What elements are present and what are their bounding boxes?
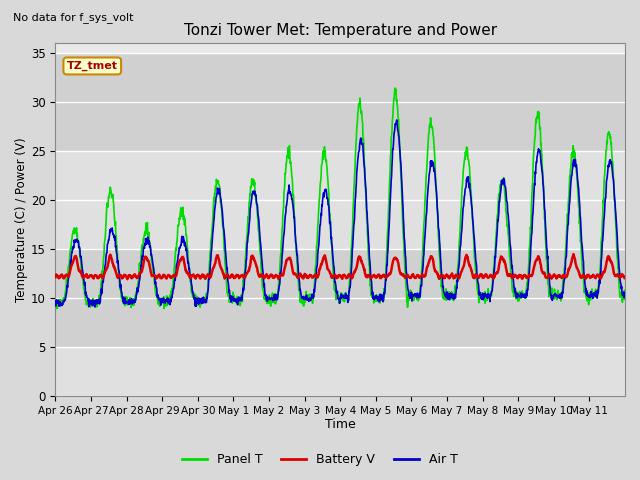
Battery V (315, 270, 323, 276)
X-axis label: Time: Time (325, 419, 356, 432)
Battery V (475, 275, 483, 281)
Line: Battery V: Battery V (56, 254, 625, 279)
Air T (476, 292, 483, 298)
Air T (315, 242, 323, 248)
Bar (56, 347, 625, 396)
Panel T (53, 306, 61, 312)
Bar (56, 151, 625, 249)
Text: TZ_tmet: TZ_tmet (67, 61, 118, 71)
Air T (52, 299, 60, 304)
Panel T (326, 214, 333, 219)
Panel T (476, 299, 483, 305)
Legend: Panel T, Battery V, Air T: Panel T, Battery V, Air T (177, 448, 463, 471)
Air T (614, 252, 622, 258)
Air T (141, 241, 148, 247)
Text: No data for f_sys_volt: No data for f_sys_volt (13, 12, 133, 23)
Line: Panel T: Panel T (56, 88, 625, 309)
Panel T (141, 229, 148, 235)
Battery V (614, 273, 622, 279)
Battery V (124, 276, 131, 282)
Y-axis label: Temperature (C) / Power (V): Temperature (C) / Power (V) (15, 137, 28, 302)
Panel T (315, 205, 323, 211)
Battery V (570, 251, 577, 257)
Air T (91, 304, 99, 310)
Air T (326, 220, 333, 226)
Air T (559, 290, 566, 296)
Air T (393, 117, 401, 123)
Battery V (621, 274, 629, 280)
Panel T (614, 265, 622, 271)
Air T (621, 293, 629, 299)
Battery V (559, 275, 566, 280)
Battery V (326, 269, 333, 275)
Panel T (392, 85, 399, 91)
Battery V (141, 255, 148, 261)
Battery V (52, 274, 60, 280)
Bar (56, 53, 625, 151)
Title: Tonzi Tower Met: Temperature and Power: Tonzi Tower Met: Temperature and Power (184, 23, 497, 38)
Panel T (621, 296, 629, 301)
Bar (56, 249, 625, 347)
Panel T (559, 282, 566, 288)
Line: Air T: Air T (56, 120, 625, 307)
Panel T (52, 299, 60, 305)
